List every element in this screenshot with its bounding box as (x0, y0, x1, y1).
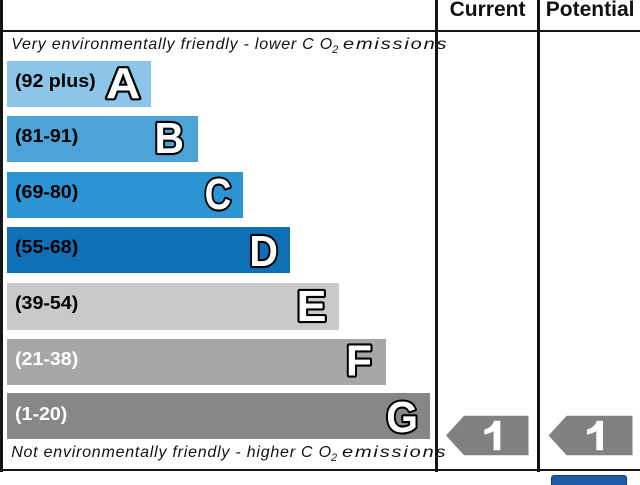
svg-text:F: F (346, 337, 372, 385)
svg-text:D: D (249, 226, 278, 275)
svg-text:B: B (154, 114, 184, 162)
svg-text:C: C (205, 169, 232, 219)
svg-text:A: A (106, 59, 141, 108)
svg-text:E: E (297, 283, 327, 331)
svg-text:G: G (386, 393, 418, 441)
